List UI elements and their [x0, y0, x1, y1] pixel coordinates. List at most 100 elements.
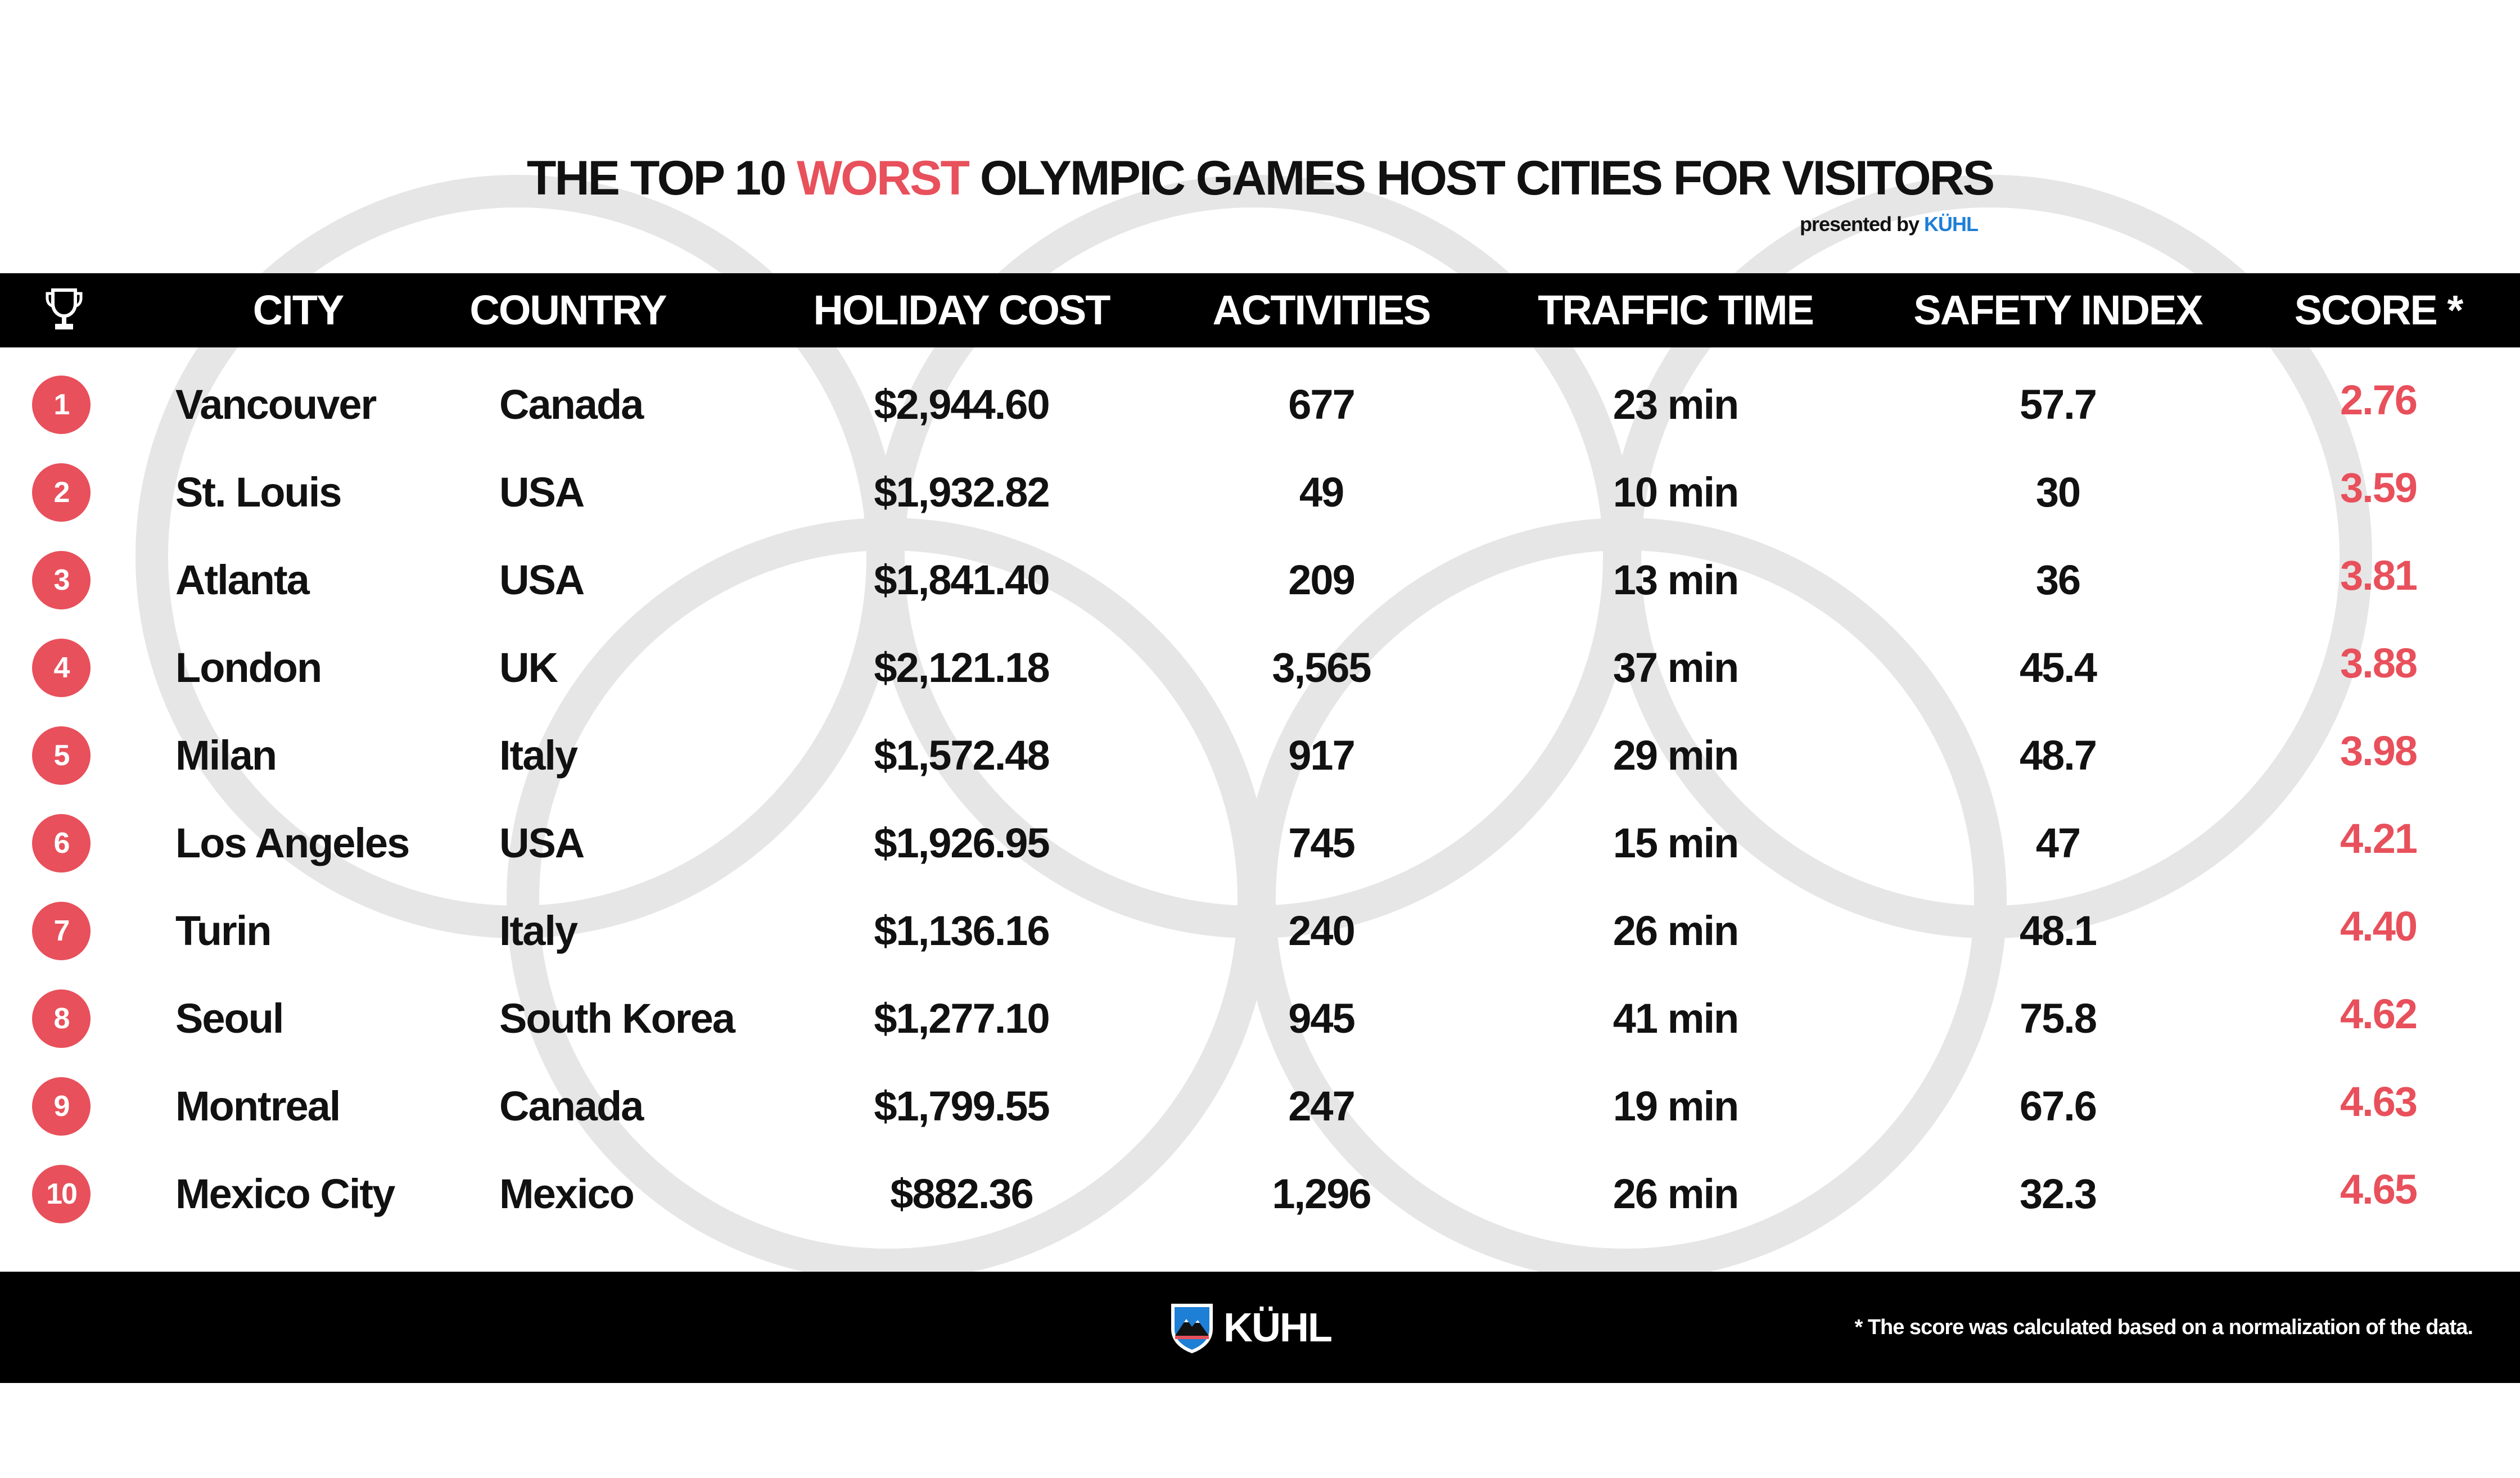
score-cell: 4.40	[2340, 903, 2418, 950]
safety-cell: 32.3	[2019, 1170, 2097, 1217]
cost-cell: $1,799.55	[874, 1083, 1050, 1129]
traffic-cell: 19 min	[1613, 1083, 1739, 1129]
table-row: 3 Atlanta USA $1,841.40 209 13 min 36 3.81	[0, 536, 2520, 624]
country-cell: USA	[499, 820, 585, 866]
traffic-cell: 26 min	[1613, 1170, 1739, 1217]
activities-cell: 247	[1288, 1083, 1355, 1129]
country-cell: South Korea	[499, 995, 735, 1042]
safety-cell: 57.7	[2019, 381, 2097, 428]
country-cell: Canada	[499, 1083, 644, 1129]
title-highlight: WORST	[796, 151, 970, 205]
activities-cell: 945	[1288, 995, 1355, 1042]
score-cell: 3.98	[2340, 727, 2418, 774]
score-cell: 3.88	[2340, 640, 2418, 686]
column-header-holiday-cost: HOLIDAY COST	[813, 287, 1111, 333]
city-cell: Vancouver	[175, 381, 377, 428]
cost-cell: $882.36	[890, 1170, 1034, 1217]
country-cell: USA	[499, 557, 585, 603]
activities-cell: 209	[1288, 557, 1355, 603]
safety-cell: 30	[2035, 469, 2081, 516]
table-row: 7 Turin Italy $1,136.16 240 26 min 48.1 4.40	[0, 887, 2520, 975]
score-cell: 2.76	[2340, 377, 2418, 423]
traffic-cell: 10 min	[1613, 469, 1739, 516]
safety-cell: 45.4	[2019, 644, 2097, 691]
city-cell: Los Angeles	[175, 820, 410, 866]
country-cell: UK	[499, 644, 558, 691]
rank-badge: 9	[32, 1077, 91, 1136]
activities-cell: 240	[1288, 907, 1355, 954]
city-cell: Seoul	[175, 995, 284, 1042]
rank-badge: 10	[32, 1165, 91, 1223]
city-cell: Milan	[175, 732, 277, 779]
kuhl-logo: KÜHL	[1169, 1302, 1349, 1354]
rank-badge: 4	[32, 639, 91, 697]
rank-badge: 6	[32, 814, 91, 873]
column-header-traffic-time: TRAFFIC TIME	[1538, 287, 1814, 333]
cost-cell: $1,136.16	[874, 907, 1050, 954]
column-header-score: SCORE *	[2294, 287, 2464, 333]
score-cell: 4.21	[2340, 815, 2418, 862]
rank-badge: 2	[32, 463, 91, 522]
traffic-cell: 26 min	[1613, 907, 1739, 954]
safety-cell: 48.7	[2019, 732, 2097, 779]
trophy-icon	[46, 288, 83, 329]
footer-bar: KÜHL * The score was calculated based on…	[0, 1272, 2520, 1383]
cost-cell: $1,277.10	[874, 995, 1050, 1042]
activities-cell: 917	[1288, 732, 1355, 779]
column-header-city: CITY	[252, 287, 345, 333]
table-row: 2 St. Louis USA $1,932.82 49 10 min 30 3.59	[0, 449, 2520, 536]
score-cell: 4.63	[2340, 1078, 2418, 1125]
cost-cell: $1,572.48	[874, 732, 1050, 779]
activities-cell: 677	[1288, 381, 1355, 428]
cost-cell: $1,932.82	[874, 469, 1050, 516]
title-prefix: THE TOP 10	[526, 151, 797, 205]
traffic-cell: 13 min	[1613, 557, 1739, 603]
table-header: CITY COUNTRY HOLIDAY COST ACTIVITIES TRA…	[0, 273, 2520, 347]
table-row: 1 Vancouver Canada $2,944.60 677 23 min 57.7 2.…	[0, 361, 2520, 449]
presented-by: presented by KÜHL	[1799, 213, 1979, 236]
score-cell: 3.81	[2340, 552, 2418, 599]
rank-badge: 7	[32, 902, 91, 960]
traffic-cell: 29 min	[1613, 732, 1739, 779]
table-row: 8 Seoul South Korea $1,277.10 945 41 min 75.8 4…	[0, 975, 2520, 1063]
country-cell: USA	[499, 469, 585, 516]
country-cell: Italy	[499, 907, 578, 954]
title-suffix: OLYMPIC GAMES HOST CITIES FOR VISITORS	[968, 151, 1995, 205]
cost-cell: $2,944.60	[874, 381, 1050, 428]
column-header-activities: ACTIVITIES	[1212, 287, 1431, 333]
cost-cell: $2,121.18	[874, 644, 1050, 691]
country-cell: Italy	[499, 732, 578, 779]
score-cell: 4.62	[2340, 991, 2418, 1037]
rank-badge: 3	[32, 551, 91, 609]
ring-bottom-right	[1243, 518, 2007, 1281]
presented-by-label: presented by	[1799, 213, 1925, 236]
activities-cell: 745	[1288, 820, 1355, 866]
city-cell: St. Louis	[175, 469, 342, 516]
cost-cell: $1,926.95	[874, 820, 1050, 866]
safety-cell: 67.6	[2019, 1083, 2097, 1129]
safety-cell: 47	[2035, 820, 2081, 866]
activities-cell: 49	[1299, 469, 1344, 516]
score-cell: 4.65	[2340, 1166, 2418, 1213]
city-cell: London	[175, 644, 322, 691]
rank-badge: 8	[32, 989, 91, 1048]
city-cell: Atlanta	[175, 557, 310, 603]
table-row: 4 London UK $2,121.18 3,565 37 min 45.4 3.88	[0, 624, 2520, 712]
country-cell: Canada	[499, 381, 644, 428]
score-cell: 3.59	[2340, 464, 2418, 511]
table-row: 10 Mexico City Mexico $882.36 1,296 26 min 32.…	[0, 1150, 2520, 1238]
city-cell: Montreal	[175, 1083, 341, 1129]
safety-cell: 48.1	[2019, 907, 2097, 954]
safety-cell: 36	[2035, 557, 2081, 603]
table-row: 5 Milan Italy $1,572.48 917 29 min 48.7 3.98	[0, 712, 2520, 799]
score-footnote: * The score was calculated based on a no…	[1854, 1316, 2473, 1339]
table-row: 6 Los Angeles USA $1,926.95 745 15 min 47 4.21	[0, 799, 2520, 887]
traffic-cell: 41 min	[1613, 995, 1739, 1042]
rank-badge: 5	[32, 726, 91, 785]
activities-cell: 1,296	[1272, 1170, 1371, 1217]
rank-badge: 1	[32, 376, 91, 434]
column-header-country: COUNTRY	[469, 287, 667, 333]
logo-wordmark: KÜHL	[1223, 1305, 1333, 1350]
page-title: THE TOP 10 WORST OLYMPIC GAMES HOST CITI…	[0, 151, 2520, 206]
